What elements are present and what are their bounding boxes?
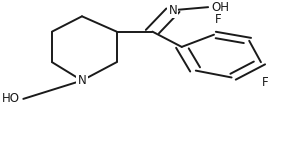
- Text: F: F: [215, 13, 222, 26]
- Text: F: F: [262, 76, 269, 89]
- Text: HO: HO: [2, 92, 20, 105]
- Text: N: N: [169, 4, 177, 17]
- Text: N: N: [78, 74, 86, 87]
- Text: OH: OH: [211, 1, 229, 14]
